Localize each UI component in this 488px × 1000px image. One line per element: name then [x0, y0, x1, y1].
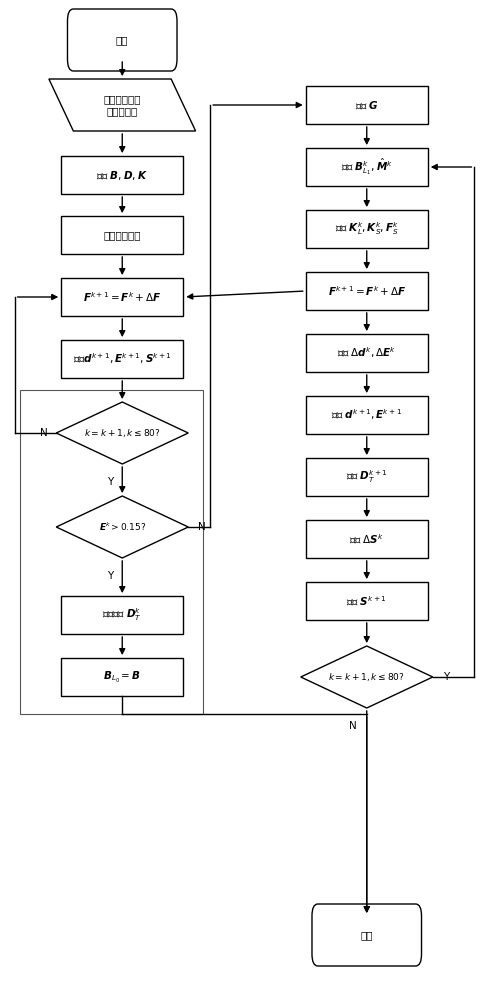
Bar: [305, 458, 427, 496]
Text: N: N: [40, 428, 48, 438]
Text: $\boldsymbol{E}^k>0.15$?: $\boldsymbol{E}^k>0.15$?: [99, 521, 145, 533]
Polygon shape: [300, 646, 432, 708]
Bar: [305, 582, 427, 620]
Text: 计算 $\boldsymbol{B}^k_{L_1},\hat{\boldsymbol{M}}^k$: 计算 $\boldsymbol{B}^k_{L_1},\hat{\boldsym…: [340, 157, 392, 177]
Polygon shape: [56, 402, 188, 464]
Text: $\boldsymbol{B}_{L_0}=\boldsymbol{B}$: $\boldsymbol{B}_{L_0}=\boldsymbol{B}$: [103, 669, 141, 685]
Bar: [305, 334, 427, 372]
Bar: [305, 396, 427, 434]
Bar: [305, 210, 427, 248]
Text: 更新 $\boldsymbol{D}_T^{k+1}$: 更新 $\boldsymbol{D}_T^{k+1}$: [345, 469, 387, 485]
Bar: [61, 278, 183, 316]
Text: 求解 $\Delta\boldsymbol{d}^k,\Delta\boldsymbol{E}^k$: 求解 $\Delta\boldsymbol{d}^k,\Delta\boldsy…: [337, 346, 395, 360]
FancyBboxPatch shape: [67, 9, 177, 71]
Bar: [305, 272, 427, 310]
Text: 结束: 结束: [360, 930, 372, 940]
Text: 更新 $\boldsymbol{S}^{k+1}$: 更新 $\boldsymbol{S}^{k+1}$: [346, 594, 386, 608]
Text: 计算 $\boldsymbol{G}$: 计算 $\boldsymbol{G}$: [354, 99, 378, 111]
Bar: [61, 216, 183, 254]
Text: $\boldsymbol{F}^{k+1}=\boldsymbol{F}^k+\Delta\boldsymbol{F}$: $\boldsymbol{F}^{k+1}=\boldsymbol{F}^k+\…: [327, 284, 405, 298]
Bar: [305, 520, 427, 558]
Bar: [61, 596, 183, 634]
Text: 开始: 开始: [116, 35, 128, 45]
Text: 施加固定约束: 施加固定约束: [103, 230, 141, 240]
Bar: [20, 390, 203, 714]
Text: 计算 $\boldsymbol{B,D,K}$: 计算 $\boldsymbol{B,D,K}$: [96, 168, 148, 182]
Text: 求解$\boldsymbol{d}^{k+1},\boldsymbol{E}^{k+1},\boldsymbol{S}^{k+1}$: 求解$\boldsymbol{d}^{k+1},\boldsymbol{E}^{…: [73, 352, 171, 366]
Text: N: N: [348, 721, 356, 731]
Text: 计算 $\Delta\boldsymbol{S}^k$: 计算 $\Delta\boldsymbol{S}^k$: [348, 532, 384, 546]
Text: 更新 $\boldsymbol{d}^{k+1},\boldsymbol{E}^{k+1}$: 更新 $\boldsymbol{d}^{k+1},\boldsymbol{E}^…: [330, 408, 402, 422]
Text: $\boldsymbol{F}^{k+1}=\boldsymbol{F}^k+\Delta\boldsymbol{F}$: $\boldsymbol{F}^{k+1}=\boldsymbol{F}^k+\…: [83, 290, 161, 304]
Text: Y: Y: [107, 477, 113, 487]
Text: Y: Y: [107, 571, 113, 581]
Bar: [305, 148, 427, 186]
Bar: [305, 86, 427, 124]
Polygon shape: [49, 79, 195, 131]
Bar: [61, 156, 183, 194]
Text: 更新 $\boldsymbol{K}^k_L,\boldsymbol{K}^k_S,\boldsymbol{F}^k_S$: 更新 $\boldsymbol{K}^k_L,\boldsymbol{K}^k_…: [334, 221, 398, 237]
Text: N: N: [198, 522, 205, 532]
Text: $k=k+1,k\leq80$?: $k=k+1,k\leq80$?: [328, 671, 404, 683]
Bar: [61, 658, 183, 696]
Polygon shape: [56, 496, 188, 558]
Text: 计算初始 $\boldsymbol{D}_T^k$: 计算初始 $\boldsymbol{D}_T^k$: [102, 607, 142, 623]
Bar: [61, 340, 183, 378]
FancyBboxPatch shape: [311, 904, 421, 966]
Text: Y: Y: [443, 672, 448, 682]
Text: 读入网格数据
及模型参数: 读入网格数据 及模型参数: [103, 94, 141, 116]
Text: $k=k+1,k\leq80$?: $k=k+1,k\leq80$?: [84, 427, 160, 439]
